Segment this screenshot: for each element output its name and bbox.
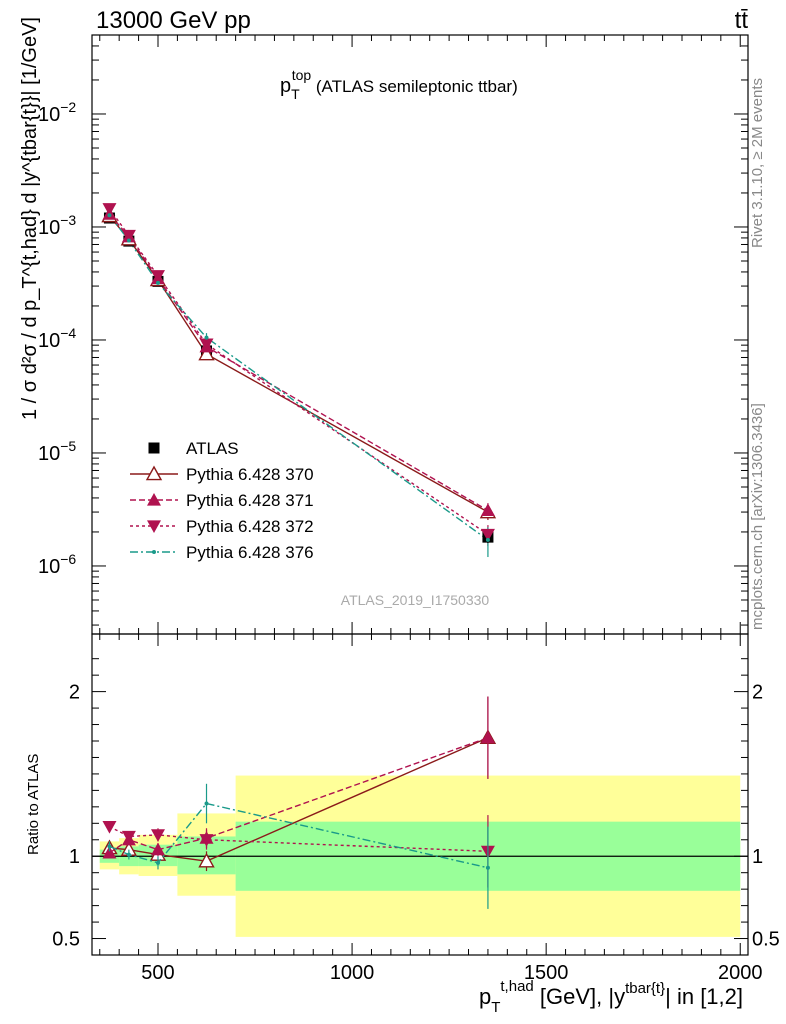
ratio-series-marker-3 <box>107 844 112 849</box>
ratio-series-marker-2 <box>199 834 214 847</box>
header-right: tt̄ <box>735 7 749 34</box>
main-series-marker-2 <box>121 229 136 243</box>
x-tick-label: 500 <box>141 962 174 984</box>
ratio-series-marker-1 <box>150 842 165 856</box>
legend-marker-2 <box>147 520 161 533</box>
main-series-marker-2 <box>480 528 495 542</box>
legend-marker-1 <box>147 493 161 506</box>
x-tick-label: 2000 <box>718 962 763 984</box>
x-axis-label: pTt,had [GeV], |ytbar{t}| in [1,2] <box>479 978 743 1016</box>
main-series-marker-3 <box>204 335 209 340</box>
y-tick-label: 10−3 <box>38 212 76 239</box>
main-series-marker-0 <box>198 345 215 361</box>
ratio-series-marker-2 <box>150 829 165 842</box>
ratio-y-tick-label: 0.5 <box>52 929 80 951</box>
ratio-series-marker-0 <box>198 852 215 868</box>
ratio-y-tick-label-right: 0.5 <box>752 929 780 951</box>
x-tick-label: 1500 <box>524 962 569 984</box>
legend-label-2: Pythia 6.428 372 <box>186 517 314 536</box>
ratio-y-tick-label: 1 <box>69 846 80 868</box>
y-tick-label: 10−6 <box>38 551 76 578</box>
analysis-watermark: ATLAS_2019_I1750330 <box>341 592 490 608</box>
main-series-marker-1 <box>480 503 495 517</box>
y-tick-label: 10−5 <box>38 438 76 465</box>
legend-atlas-marker <box>148 442 160 454</box>
main-y-label: 1 / σ d²σ / d p_T^{t,had} d |y^{tbar{t}}… <box>19 17 41 420</box>
main-series-marker-3 <box>155 280 160 285</box>
ratio-y-label: Ratio to ATLAS <box>25 754 42 855</box>
legend-label-3: Pythia 6.428 376 <box>186 543 314 562</box>
ratio-series-marker-1 <box>102 845 117 859</box>
main-series-line-2 <box>108 208 489 536</box>
ratio-y-tick-label-right: 1 <box>752 846 763 868</box>
main-series-marker-2 <box>199 338 214 352</box>
ratio-series-marker-2 <box>121 830 136 844</box>
y-tick-label: 10−2 <box>38 99 76 126</box>
ratio-y-tick-label-right: 2 <box>752 682 763 704</box>
ratio-frame <box>91 633 749 956</box>
y-tick-label: 10−4 <box>38 325 76 352</box>
rivet-label: Rivet 3.1.10, ≥ 2M events <box>749 78 766 248</box>
ratio-series-marker-3 <box>204 801 209 806</box>
plot-title: pTtop (ATLAS semileptonic ttbar) <box>280 67 518 102</box>
main-series-marker-2 <box>150 270 165 283</box>
ratio-y-tick-label: 2 <box>69 682 80 704</box>
legend-label-1: Pythia 6.428 371 <box>186 491 314 510</box>
ratio-series-marker-3 <box>126 852 131 857</box>
mcplots-label: mcplots.cern.ch [arXiv:1306.3436] <box>749 403 766 630</box>
main-series-marker-3 <box>107 213 112 218</box>
x-tick-label: 1000 <box>330 962 375 984</box>
main-series-marker-2 <box>102 203 117 216</box>
header-left: 13000 GeV pp <box>96 7 251 34</box>
legend-marker-3 <box>152 550 156 554</box>
legend-label-0: Pythia 6.428 370 <box>186 465 314 484</box>
legend-atlas-label: ATLAS <box>186 439 239 458</box>
main-series-marker-3 <box>126 238 131 243</box>
ratio-series-marker-1 <box>480 730 495 744</box>
main-series-line-1 <box>108 213 489 512</box>
main-series-marker-3 <box>485 537 490 542</box>
ratio-series-marker-2 <box>102 821 117 834</box>
ratio-series-marker-3 <box>485 865 490 870</box>
legend-marker-0 <box>145 465 163 481</box>
ratio-series-marker-3 <box>155 860 160 865</box>
